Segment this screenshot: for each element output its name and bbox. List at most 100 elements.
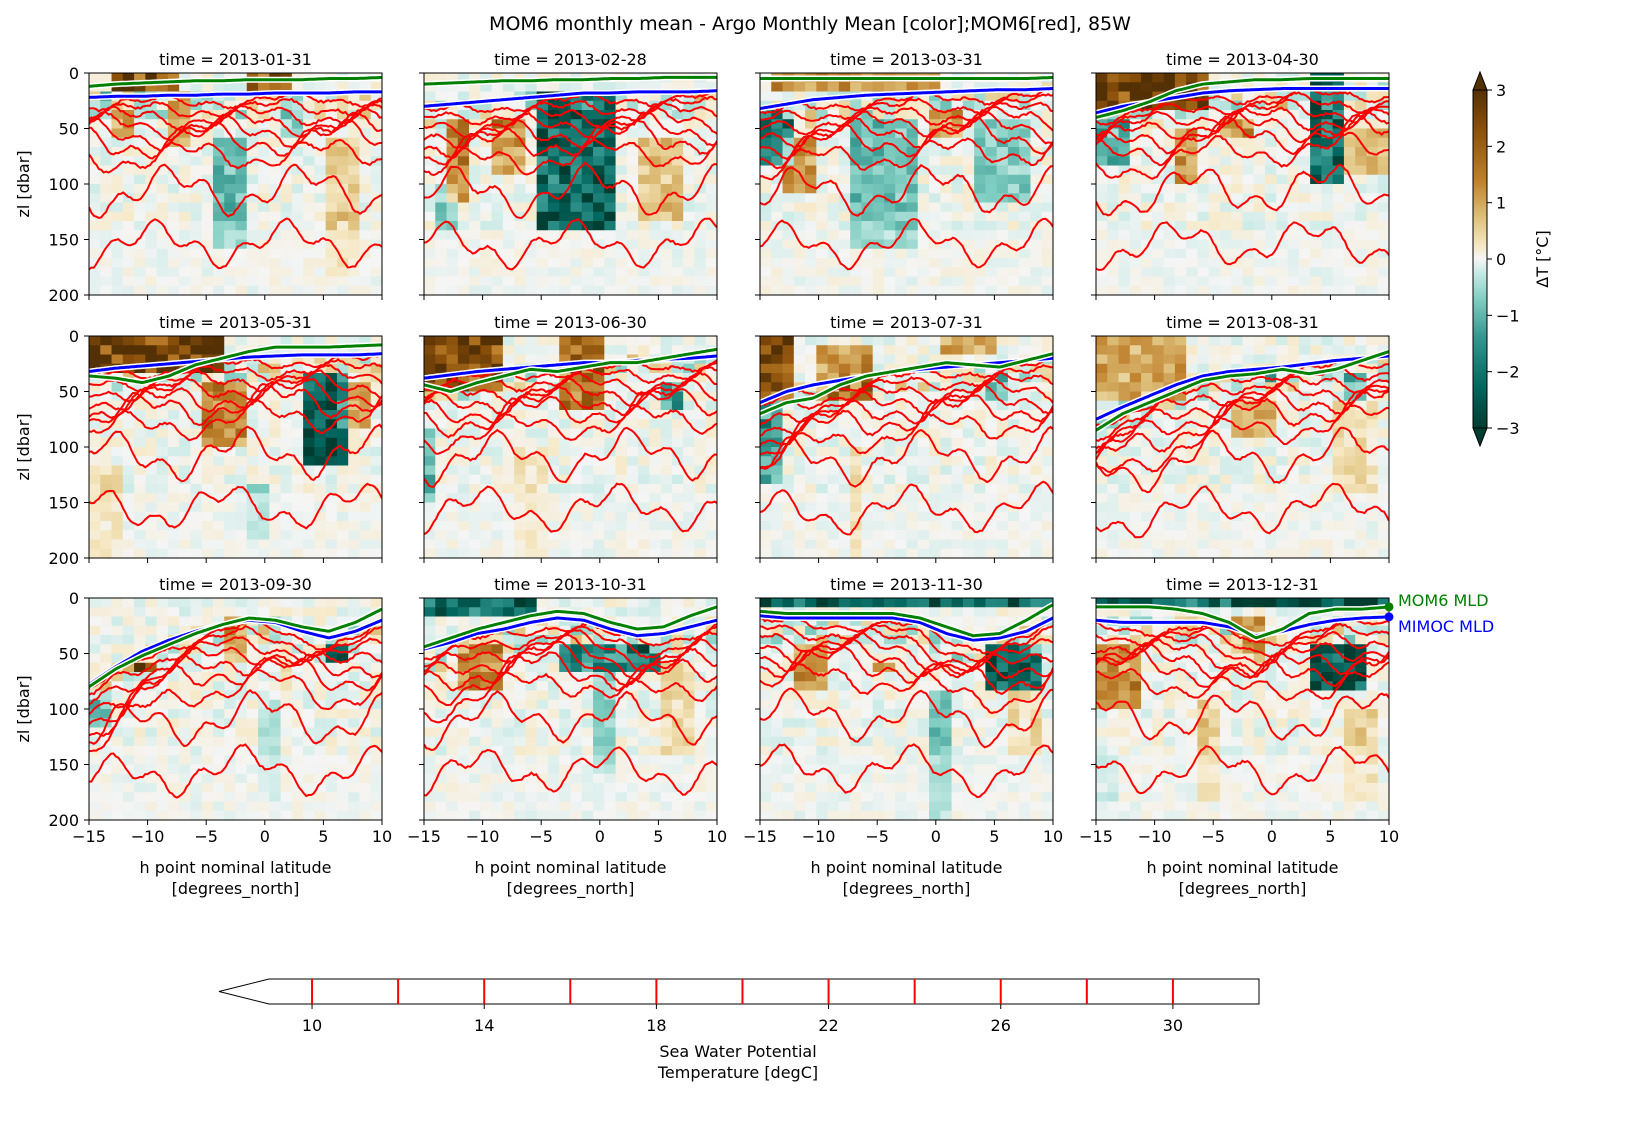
heat-cell	[212, 211, 225, 222]
heat-cell	[201, 128, 214, 139]
heat-cell	[167, 437, 180, 448]
heat-cell	[258, 363, 270, 374]
heat-cell	[212, 156, 225, 167]
isotherm-line	[89, 138, 382, 174]
heat-cell	[974, 456, 986, 467]
heat-cell	[134, 410, 146, 420]
heat-cell	[224, 493, 237, 504]
heat-cell	[638, 400, 650, 411]
heat-cell	[1242, 248, 1255, 259]
heat-cell	[1208, 502, 1221, 513]
heat-cell	[1041, 276, 1053, 287]
heat-cell	[336, 110, 349, 120]
heat-cell	[638, 484, 650, 494]
heat-cell	[269, 484, 282, 494]
heat-cell	[906, 202, 919, 213]
heat-cell	[559, 276, 572, 287]
heat-cell	[100, 128, 113, 139]
heat-cell	[559, 239, 572, 250]
heat-cell	[1107, 128, 1120, 139]
heat-cell	[1186, 147, 1199, 157]
heat-cell	[134, 137, 146, 148]
heat-cell	[604, 202, 617, 213]
heat-cell	[1208, 119, 1221, 130]
heat-cell	[1030, 474, 1043, 485]
heat-cell	[671, 363, 684, 374]
heat-cell	[502, 193, 515, 204]
heat-cell	[303, 82, 315, 93]
heat-cell	[940, 336, 953, 346]
heat-cell	[760, 484, 772, 494]
heat-cell	[1298, 128, 1311, 139]
heat-cell	[156, 493, 169, 504]
heat-cell	[1030, 521, 1043, 531]
heat-cell	[424, 230, 436, 241]
heat-cell	[626, 474, 639, 485]
heat-cell	[1253, 285, 1266, 295]
heat-cell	[201, 184, 214, 194]
heat-cell	[705, 100, 717, 111]
heat-cell	[872, 184, 885, 194]
heat-cell	[547, 221, 560, 231]
heat-cell	[581, 147, 594, 157]
heat-cell	[581, 502, 594, 513]
heat-cell	[514, 336, 527, 346]
heat-cell	[850, 493, 863, 504]
heat-cell	[985, 137, 998, 148]
heat-cell	[457, 336, 470, 346]
heat-cell	[996, 502, 1009, 513]
heat-cell	[1242, 221, 1255, 231]
heat-cell	[1219, 174, 1232, 185]
heat-cell	[491, 156, 504, 167]
heat-cell	[145, 410, 158, 420]
heat-cell	[167, 465, 180, 476]
heat-cell	[816, 354, 829, 365]
heat-cell	[705, 539, 717, 550]
heat-cell	[359, 373, 372, 383]
heat-cell	[179, 484, 192, 494]
heat-cell	[1197, 539, 1210, 550]
heat-cell	[683, 110, 696, 120]
heat-cell	[683, 410, 696, 420]
heat-cell	[705, 419, 717, 430]
panel: time = 2013-07-31	[755, 313, 1054, 563]
heat-cell	[570, 410, 583, 420]
heat-cell	[671, 276, 684, 287]
heat-cell	[1186, 174, 1199, 185]
heat-cell	[179, 82, 192, 93]
heat-cell	[280, 511, 293, 522]
heat-cell	[1186, 419, 1199, 430]
heat-cell	[469, 110, 481, 120]
heat-cell	[593, 502, 605, 513]
heat-cell	[895, 419, 908, 430]
heat-cell	[940, 184, 953, 194]
heat-cell	[1019, 419, 1032, 430]
heat-cell	[89, 493, 101, 504]
heat-cell	[1096, 493, 1108, 504]
heat-cell	[940, 128, 953, 139]
heat-cell	[638, 91, 650, 102]
heat-cell	[604, 437, 617, 448]
heat-cell	[649, 345, 662, 356]
heat-cell	[1242, 230, 1255, 241]
heat-cell	[559, 128, 572, 139]
heat-cell	[895, 474, 908, 485]
heat-cell	[940, 493, 953, 504]
heat-cell	[1107, 410, 1120, 420]
heat-cell	[224, 530, 237, 541]
heat-cell	[906, 548, 919, 558]
heat-cell	[1019, 391, 1032, 402]
heat-cell	[604, 174, 617, 185]
heat-cell	[929, 184, 941, 194]
heat-cell	[615, 211, 628, 222]
heat-cell	[1019, 511, 1032, 522]
heat-cell	[1096, 484, 1108, 494]
heat-cell	[156, 285, 169, 295]
heat-cell	[649, 539, 662, 550]
heat-cell	[570, 156, 583, 167]
heat-cell	[314, 174, 327, 185]
heat-cell	[1163, 211, 1176, 222]
heat-cell	[457, 345, 470, 356]
heat-cell	[469, 202, 481, 213]
heat-cell	[480, 230, 493, 241]
